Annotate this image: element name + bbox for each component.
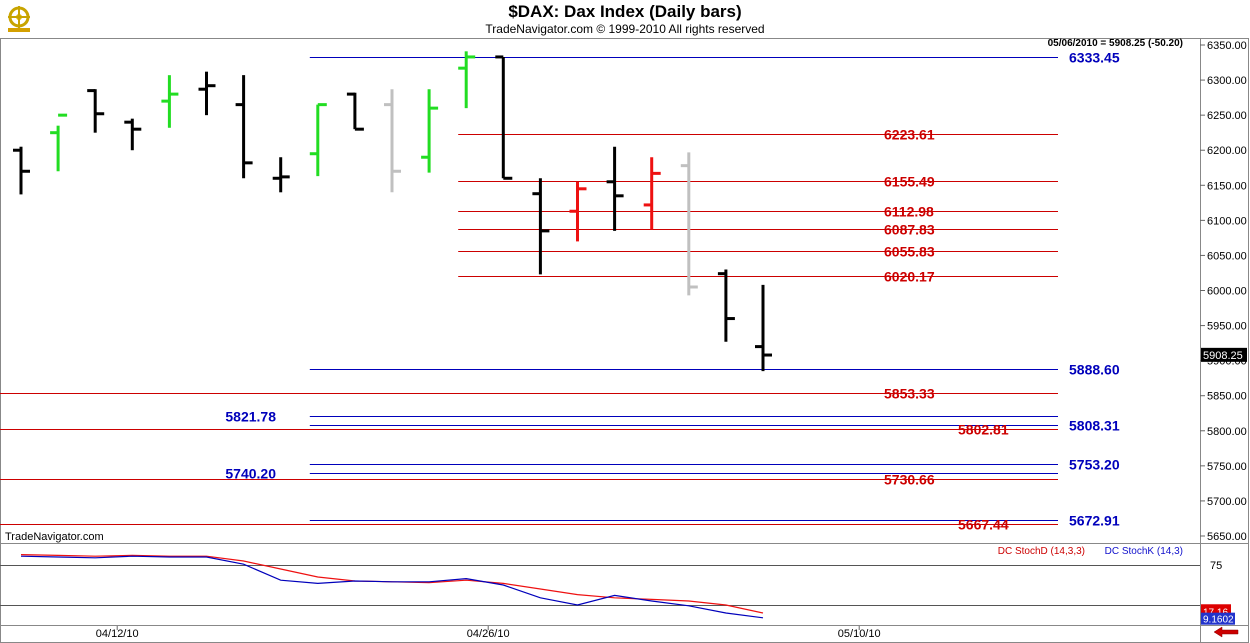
price-tick-label: 6000.00 bbox=[1207, 286, 1247, 298]
price-tick-label: 5650.00 bbox=[1207, 531, 1247, 543]
price-tick-label: 6150.00 bbox=[1207, 180, 1247, 192]
last-bar-info: 05/06/2010 = 5908.25 (-50.20) bbox=[1048, 38, 1183, 49]
stoch-k-line bbox=[20, 555, 764, 619]
date-tick-label: 04/12/10 bbox=[96, 628, 139, 640]
price-tick-label: 5950.00 bbox=[1207, 321, 1247, 333]
level-label: 5808.31 bbox=[1069, 418, 1120, 434]
ohlc-bar bbox=[161, 75, 179, 128]
last-price-label: 5908.25 bbox=[1203, 350, 1243, 362]
ohlc-bar bbox=[680, 152, 698, 296]
ohlc-bar bbox=[717, 269, 735, 342]
price-tick-label: 5850.00 bbox=[1207, 391, 1247, 403]
price-tick-label: 6200.00 bbox=[1207, 145, 1247, 157]
price-tick-label: 6050.00 bbox=[1207, 250, 1247, 262]
ohlc-bar bbox=[50, 113, 68, 172]
last-price-box bbox=[1201, 347, 1247, 362]
stochastic-panel: 7517.169.1602 bbox=[0, 554, 1239, 638]
ohlc-bar bbox=[643, 157, 661, 230]
chart-title: $DAX: Dax Index (Daily bars) bbox=[508, 2, 742, 21]
date-tick-label: 05/10/10 bbox=[838, 628, 881, 640]
level-label: 5802.81 bbox=[958, 422, 1009, 438]
level-label: 5730.66 bbox=[884, 472, 935, 488]
price-tick-label: 5750.00 bbox=[1207, 461, 1247, 473]
stoch-k-value: 9.1602 bbox=[1203, 615, 1234, 626]
stoch-k-value-box bbox=[1201, 612, 1235, 625]
stoch-d-line bbox=[20, 554, 764, 614]
ohlc-bar bbox=[198, 71, 216, 116]
ohlc-bar bbox=[309, 103, 327, 177]
ohlc-bar bbox=[458, 51, 476, 109]
price-tick-label: 6100.00 bbox=[1207, 215, 1247, 227]
price-tick-label: 5800.00 bbox=[1207, 426, 1247, 438]
price-tick-label: 6350.00 bbox=[1207, 40, 1247, 52]
level-label: 5853.33 bbox=[884, 386, 935, 402]
ohlc-bar bbox=[346, 92, 364, 131]
level-label: 6333.45 bbox=[1069, 50, 1120, 66]
stoch-k-label: DC StochK (14,3) bbox=[1105, 546, 1183, 557]
ohlc-bar bbox=[532, 178, 550, 275]
level-label: 5753.20 bbox=[1069, 457, 1120, 473]
ohlc-bar bbox=[13, 146, 30, 195]
ohlc-bar bbox=[755, 284, 772, 372]
price-tick-label: 5700.00 bbox=[1207, 496, 1247, 508]
watermark-label: TradeNavigator.com bbox=[5, 531, 104, 543]
price-tick-label: 6250.00 bbox=[1207, 110, 1247, 122]
price-tick-label: 6300.00 bbox=[1207, 75, 1247, 87]
level-label: 6087.83 bbox=[884, 222, 935, 238]
level-label: 6112.98 bbox=[884, 204, 934, 220]
level-label: 5672.91 bbox=[1069, 513, 1120, 529]
price-axis: 6350.00 6300.00 6250.00 6200.00 6150.00 6100.… bbox=[1200, 40, 1247, 543]
ohlc-bar bbox=[569, 181, 587, 242]
date-axis: 04/12/10 04/26/10 05/10/10 bbox=[96, 626, 881, 640]
chart-header: $DAX: Dax Index (Daily bars) TradeNaviga… bbox=[0, 0, 1250, 38]
stoch-d-label: DC StochD (14,3,3) bbox=[998, 546, 1085, 557]
stoch-tick-label: 75 bbox=[1210, 560, 1222, 572]
ohlc-bar bbox=[384, 89, 401, 193]
ohlc-bar bbox=[124, 118, 142, 151]
level-label: 5740.20 bbox=[225, 466, 276, 482]
price-bars bbox=[13, 51, 772, 372]
level-label: 6020.17 bbox=[884, 269, 935, 285]
ship-wheel-logo-icon[interactable] bbox=[4, 4, 34, 34]
level-label: 5821.78 bbox=[225, 409, 276, 425]
ohlc-bar bbox=[421, 89, 439, 173]
ohlc-bar bbox=[87, 89, 105, 133]
ohlc-bar bbox=[606, 146, 624, 231]
date-tick-label: 04/26/10 bbox=[467, 628, 510, 640]
level-label: 6055.83 bbox=[884, 244, 935, 260]
level-label: 5667.44 bbox=[958, 517, 1009, 533]
ohlc-bar bbox=[272, 157, 290, 193]
level-label: 6223.61 bbox=[884, 127, 935, 143]
scroll-left-arrow-icon[interactable] bbox=[1213, 626, 1239, 638]
ohlc-bar bbox=[235, 75, 253, 179]
copyright-subtitle: TradeNavigator.com © 1999-2010 All right… bbox=[485, 22, 765, 36]
ohlc-bar bbox=[495, 55, 513, 180]
level-label: 5888.60 bbox=[1069, 362, 1120, 378]
level-lines: 6333.45 6223.61 6155.49 6112.98 6087.83 6055.… bbox=[0, 50, 1120, 533]
level-label: 6155.49 bbox=[884, 174, 935, 190]
